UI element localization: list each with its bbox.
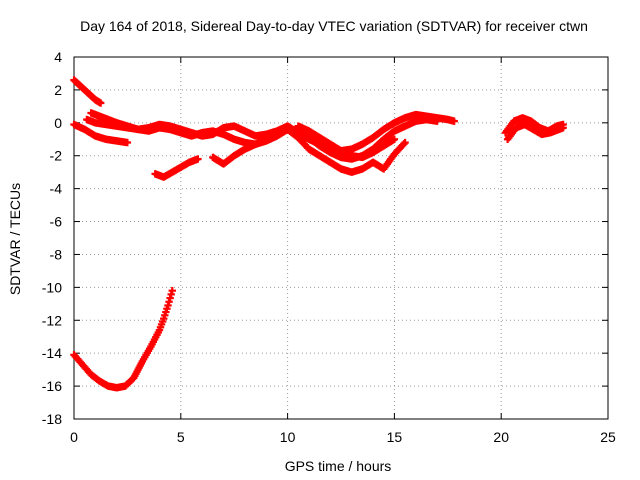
y-tick-label: 0 <box>54 115 62 131</box>
series-layer <box>70 76 567 392</box>
series-0 <box>70 76 567 392</box>
y-tick-label: -18 <box>42 411 62 427</box>
plot-frame <box>73 56 609 420</box>
x-tick-label: 25 <box>600 429 616 445</box>
y-axis-label: SDTVAR / TECUs <box>7 183 23 295</box>
x-tick-label: 15 <box>387 429 403 445</box>
chart-title: Day 164 of 2018, Sidereal Day-to-day VTE… <box>80 18 588 34</box>
y-tick-label: -12 <box>42 312 62 328</box>
x-tick-label: 20 <box>493 429 509 445</box>
y-tick-label: -4 <box>50 181 63 197</box>
y-tick-label: -8 <box>50 246 63 262</box>
y-tick-label: -16 <box>42 378 62 394</box>
x-tick-label: 0 <box>70 429 78 445</box>
x-tick-label: 5 <box>177 429 185 445</box>
y-tick-label: -10 <box>42 279 62 295</box>
x-tick-label: 10 <box>280 429 296 445</box>
y-tick-label: -6 <box>50 214 63 230</box>
tick-layer <box>73 56 609 420</box>
y-tick-label: -14 <box>42 345 62 361</box>
y-tick-label: 4 <box>54 49 62 65</box>
y-tick-label: -2 <box>50 148 63 164</box>
x-axis-label: GPS time / hours <box>285 458 392 474</box>
y-tick-label: 2 <box>54 82 62 98</box>
